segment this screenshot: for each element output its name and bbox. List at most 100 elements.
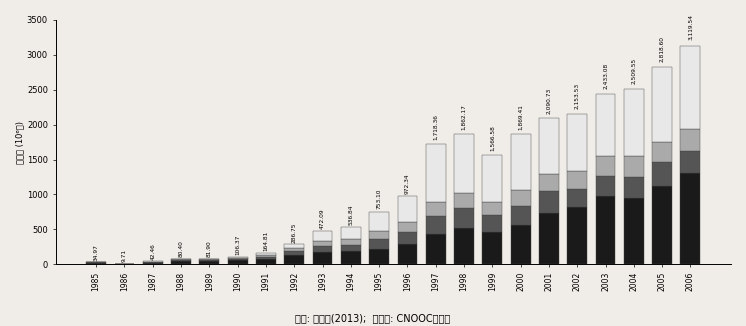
Bar <box>652 67 672 142</box>
Text: 1,869.41: 1,869.41 <box>518 104 523 130</box>
Bar <box>483 215 502 231</box>
Bar <box>426 234 445 264</box>
Bar <box>426 216 445 234</box>
Bar <box>454 134 474 193</box>
Bar <box>398 222 417 232</box>
Bar <box>341 239 361 244</box>
Text: 972.34: 972.34 <box>405 173 410 194</box>
Bar <box>256 259 276 264</box>
Bar <box>652 185 672 264</box>
Bar <box>256 257 276 259</box>
Bar <box>483 155 502 202</box>
Bar <box>539 191 559 213</box>
Text: 472.09: 472.09 <box>320 209 325 230</box>
Bar <box>284 248 304 251</box>
Bar <box>624 177 644 198</box>
Text: 2,818.60: 2,818.60 <box>659 36 665 62</box>
Bar <box>313 246 333 252</box>
Bar <box>142 262 163 263</box>
Bar <box>567 207 587 264</box>
Bar <box>284 244 304 248</box>
Bar <box>511 206 530 225</box>
Bar <box>680 173 700 264</box>
Bar <box>398 197 417 222</box>
Bar <box>369 239 389 249</box>
Bar <box>624 198 644 264</box>
Text: 자료: 박지민(2013);  원자료: CNOOC연구소: 자료: 박지민(2013); 원자료: CNOOC연구소 <box>295 313 451 323</box>
Bar <box>171 261 191 264</box>
Bar <box>595 94 615 156</box>
Bar <box>483 231 502 264</box>
Bar <box>652 142 672 162</box>
Bar <box>313 231 333 241</box>
Text: 1,566.58: 1,566.58 <box>490 126 495 151</box>
Bar <box>369 249 389 264</box>
Bar <box>426 202 445 216</box>
Text: 2,153.53: 2,153.53 <box>574 83 580 110</box>
Bar <box>454 208 474 228</box>
Bar <box>595 176 615 196</box>
Bar <box>284 255 304 264</box>
Bar <box>228 260 248 264</box>
Bar <box>142 261 163 262</box>
Bar <box>539 213 559 264</box>
Text: 106.37: 106.37 <box>235 235 240 256</box>
Text: 164.81: 164.81 <box>263 231 269 251</box>
Text: 34.97: 34.97 <box>94 244 98 260</box>
Bar <box>341 227 361 239</box>
Bar <box>483 202 502 215</box>
Text: 2,090.73: 2,090.73 <box>546 88 551 114</box>
Y-axis label: 생산량 (10⁶㎥): 생산량 (10⁶㎥) <box>15 121 24 164</box>
Bar <box>228 259 248 260</box>
Bar <box>426 144 445 202</box>
Bar <box>595 156 615 176</box>
Bar <box>369 231 389 239</box>
Bar <box>567 171 587 189</box>
Bar <box>87 263 106 264</box>
Bar <box>680 46 700 129</box>
Bar <box>341 251 361 264</box>
Bar <box>511 134 530 190</box>
Text: 536.84: 536.84 <box>348 204 354 225</box>
Bar <box>539 174 559 191</box>
Bar <box>511 225 530 264</box>
Bar <box>652 162 672 185</box>
Bar <box>199 259 219 260</box>
Bar <box>171 260 191 261</box>
Bar <box>313 241 333 246</box>
Text: 286.75: 286.75 <box>292 222 297 243</box>
Bar <box>284 251 304 255</box>
Bar <box>313 252 333 264</box>
Bar <box>511 190 530 206</box>
Text: 42.46: 42.46 <box>150 243 155 260</box>
Text: 80.40: 80.40 <box>178 240 184 257</box>
Bar <box>624 89 644 156</box>
Bar <box>454 193 474 208</box>
Bar <box>199 260 219 261</box>
Text: 3,119.54: 3,119.54 <box>688 14 693 40</box>
Text: 2,509.55: 2,509.55 <box>631 58 636 84</box>
Bar <box>454 228 474 264</box>
Bar <box>341 244 361 251</box>
Bar <box>228 258 248 259</box>
Bar <box>567 114 587 171</box>
Bar <box>256 255 276 257</box>
Bar <box>398 232 417 244</box>
Bar <box>624 156 644 177</box>
Bar <box>199 261 219 264</box>
Bar <box>680 129 700 151</box>
Text: 1,718.36: 1,718.36 <box>433 114 438 141</box>
Text: 9.71: 9.71 <box>122 249 127 262</box>
Bar <box>256 253 276 255</box>
Bar <box>369 212 389 231</box>
Bar <box>398 244 417 264</box>
Text: 2,433.08: 2,433.08 <box>603 63 608 89</box>
Bar <box>171 259 191 260</box>
Text: 1,862.17: 1,862.17 <box>462 104 466 130</box>
Bar <box>595 196 615 264</box>
Bar <box>87 262 106 263</box>
Bar <box>539 118 559 174</box>
Text: 753.10: 753.10 <box>377 189 382 209</box>
Bar <box>228 257 248 258</box>
Text: 81.90: 81.90 <box>207 241 212 257</box>
